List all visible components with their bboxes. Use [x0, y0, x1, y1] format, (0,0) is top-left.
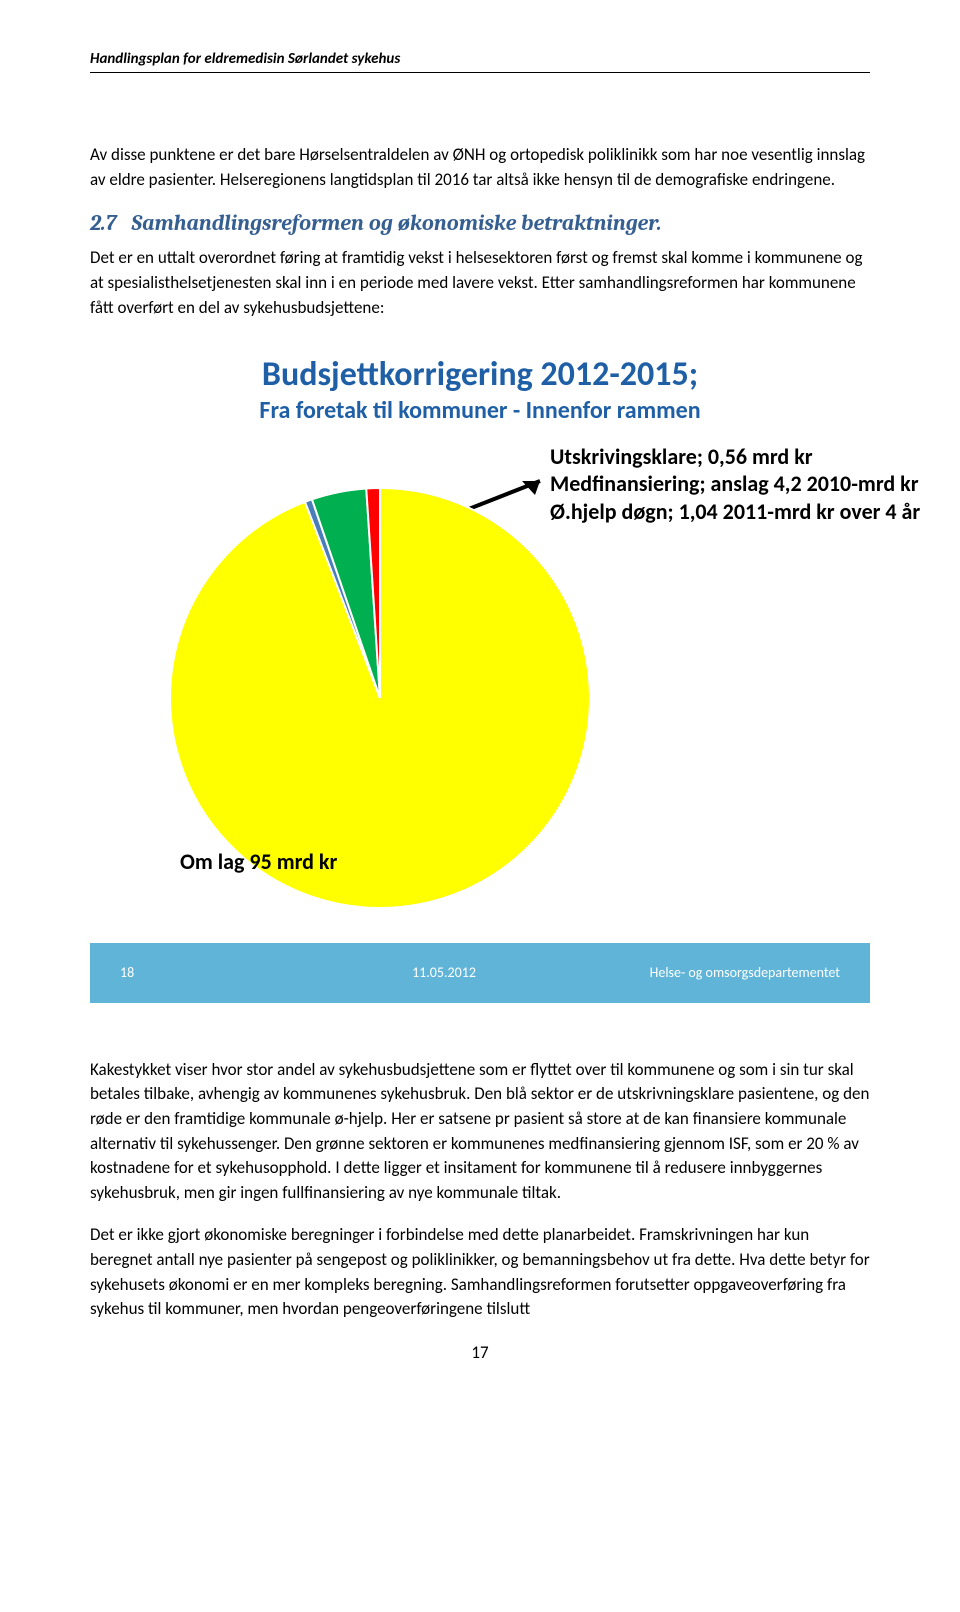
pie-chart	[170, 488, 590, 908]
paragraph-1: Av disse punktene er det bare Hørselsent…	[90, 143, 870, 192]
paragraph-4: Det er ikke gjort økonomiske beregninger…	[90, 1223, 870, 1322]
pie-main-label: Om lag 95 mrd kr	[180, 848, 337, 875]
page-number: 17	[90, 1342, 870, 1363]
slide-footer: 18 11.05.2012 Helse- og omsorgsdeparteme…	[90, 943, 870, 1003]
slide-footer-left: 18	[120, 964, 336, 981]
paragraph-2: Det er en uttalt overordnet føring at fr…	[90, 246, 870, 320]
document-header: Handlingsplan for eldremedisin Sørlandet…	[90, 50, 870, 73]
embedded-slide: Budsjettkorrigering 2012-2015; Fra foret…	[90, 338, 870, 1002]
slide-footer-date: 11.05.2012	[336, 964, 552, 981]
document-page: Handlingsplan for eldremedisin Sørlandet…	[0, 0, 960, 1403]
chart-area: Utskrivingsklare; 0,56 mrd kr Medfinansi…	[120, 443, 840, 943]
slide-subtitle: Fra foretak til kommuner - Innenfor ramm…	[120, 396, 840, 425]
section-title: Samhandlingsreformen og økonomiske betra…	[131, 210, 661, 236]
section-heading: 2.7 Samhandlingsreformen og økonomiske b…	[90, 210, 870, 236]
chart-callout: Utskrivingsklare; 0,56 mrd kr Medfinansi…	[550, 443, 950, 526]
callout-line-2: Medfinansiering; anslag 4,2 2010-mrd kr	[550, 470, 950, 498]
section-number: 2.7	[90, 210, 117, 236]
paragraph-3: Kakestykket viser hvor stor andel av syk…	[90, 1058, 870, 1206]
callout-line-3: Ø.hjelp døgn; 1,04 2011-mrd kr over 4 år	[550, 498, 950, 526]
slide-title: Budsjettkorrigering 2012-2015;	[120, 356, 840, 393]
callout-line-1: Utskrivingsklare; 0,56 mrd kr	[550, 443, 950, 471]
lower-body: Kakestykket viser hvor stor andel av syk…	[90, 1058, 870, 1322]
slide-footer-right: Helse- og omsorgsdepartementet	[552, 964, 840, 981]
